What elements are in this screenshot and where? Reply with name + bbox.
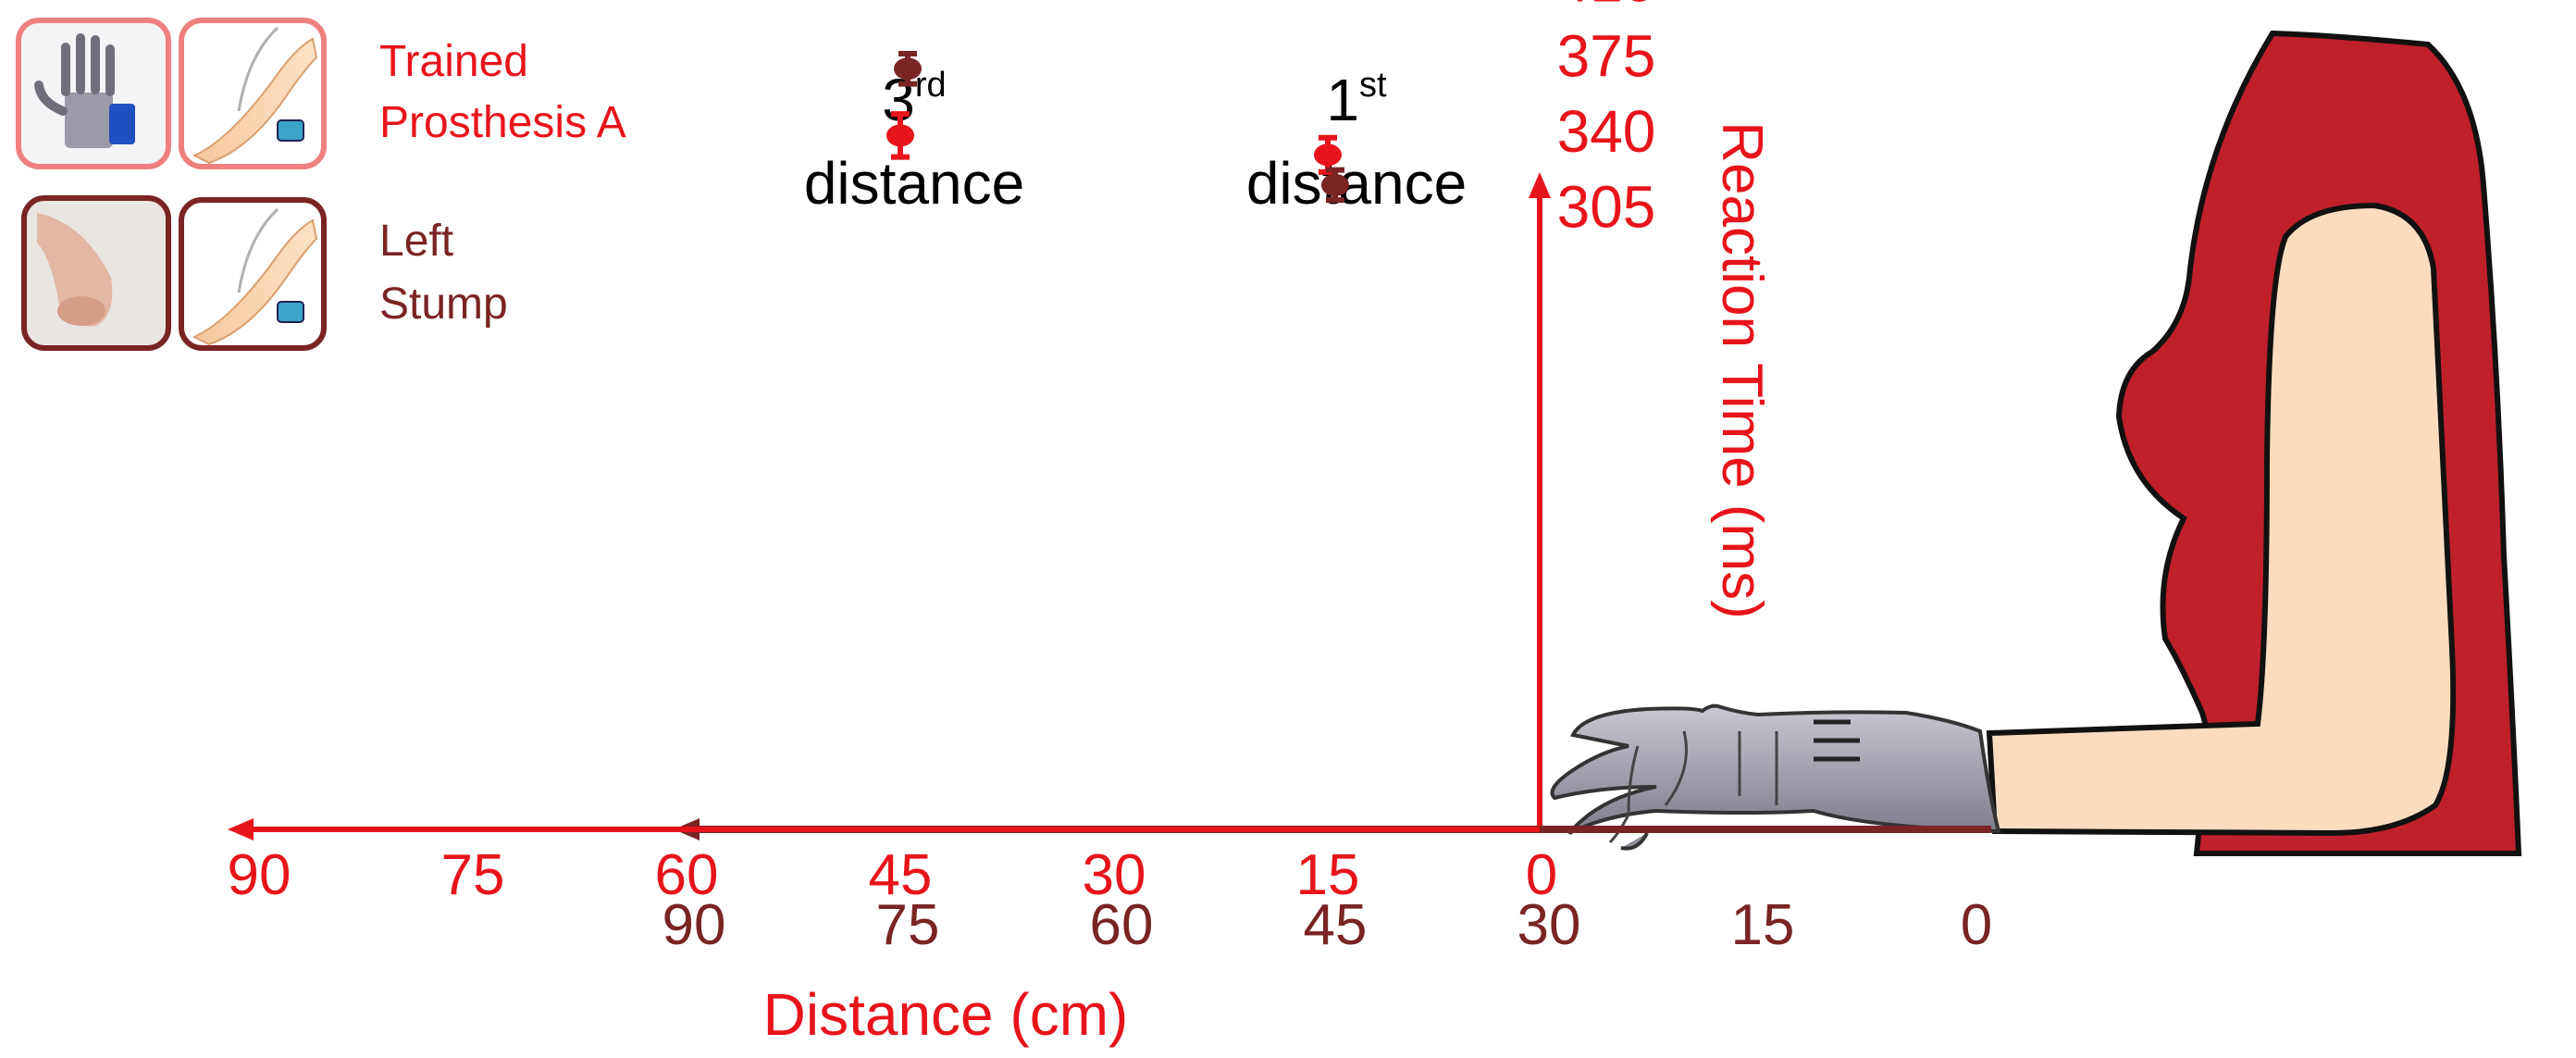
x-tick-label-prosthesis: 90 (228, 843, 291, 907)
x-ticks-stump: 90 75 60 45 30 15 0 (663, 893, 1993, 957)
data-point-group (1321, 167, 1349, 204)
distance-ordinal: 1 (1326, 67, 1359, 133)
limb-sensor-thumbnail-icon (179, 18, 327, 169)
x-tick-label-stump: 30 (1517, 893, 1581, 957)
data-point (1314, 143, 1342, 167)
x-tick-label-stump: 45 (1304, 893, 1368, 957)
data-points (886, 51, 1349, 204)
legend-label-prosthesis-line1: Trained (379, 37, 528, 86)
data-point (886, 124, 914, 147)
distance-word: distance (804, 150, 1024, 217)
robotic-hand-icon (1550, 703, 2001, 851)
y-tick-label: 375 (1557, 23, 1656, 90)
x-tick-label-stump: 75 (876, 893, 940, 957)
x-tick-label-prosthesis: 15 (1296, 843, 1360, 907)
distance-ordinal-suffix: st (1359, 66, 1387, 105)
x-tick-label-stump: 90 (663, 893, 726, 957)
axes: Reaction Time (ms) Distance (cm) (228, 121, 1991, 1048)
x-tick-label-prosthesis: 75 (441, 843, 505, 907)
y-tick-label: 340 (1557, 98, 1656, 165)
legend: Trained Prosthesis A Left Stump (16, 18, 626, 351)
y-tick-label: 410 (1557, 0, 1656, 14)
x-ticks-prosthesis: 90 75 60 45 30 15 0 (228, 843, 1558, 907)
y-axis-arrowhead (1529, 172, 1551, 198)
legend-item-prosthesis: Trained Prosthesis A (16, 18, 626, 169)
y-ticks: 305 340 375 410 (1557, 0, 1656, 240)
x-tick-label-stump: 15 (1731, 893, 1795, 957)
x-tick-label-prosthesis: 45 (869, 843, 933, 907)
y-axis-label: Reaction Time (ms) (1710, 121, 1774, 618)
data-point (894, 57, 922, 81)
legend-label-stump-line1: Left (379, 217, 453, 266)
prosthetic-hand-thumbnail-icon (16, 18, 171, 169)
distance-header-third: 3rd distance (804, 66, 1024, 217)
data-point-group (894, 51, 922, 87)
data-point (1321, 173, 1349, 196)
arm-upper (1986, 202, 2457, 837)
x-tick-label-stump: 60 (1090, 893, 1154, 957)
data-point-group (886, 111, 914, 160)
legend-label-stump-line2: Stump (379, 280, 508, 329)
distance-word: distance (1246, 150, 1467, 217)
stump-thumbnail-icon (21, 195, 171, 351)
x-tick-label-stump: 0 (1961, 893, 1992, 957)
legend-label-prosthesis-line2: Prosthesis A (379, 98, 626, 147)
legend-item-stump: Left Stump (21, 195, 508, 351)
limb-sensor-thumbnail-icon (179, 197, 327, 351)
x-tick-label-prosthesis: 30 (1083, 843, 1146, 907)
svg-text:1st: 1st (1326, 66, 1387, 133)
distance-header-first: 1st distance (1246, 66, 1467, 217)
x-axis-label: Distance (cm) (763, 981, 1129, 1048)
x-tick-label-prosthesis: 60 (655, 843, 719, 907)
x-tick-label-prosthesis: 0 (1526, 843, 1557, 907)
person-illustration (1986, 30, 2522, 856)
y-tick-label: 305 (1557, 173, 1656, 240)
x-axis-prosthesis-arrowhead (228, 818, 254, 840)
